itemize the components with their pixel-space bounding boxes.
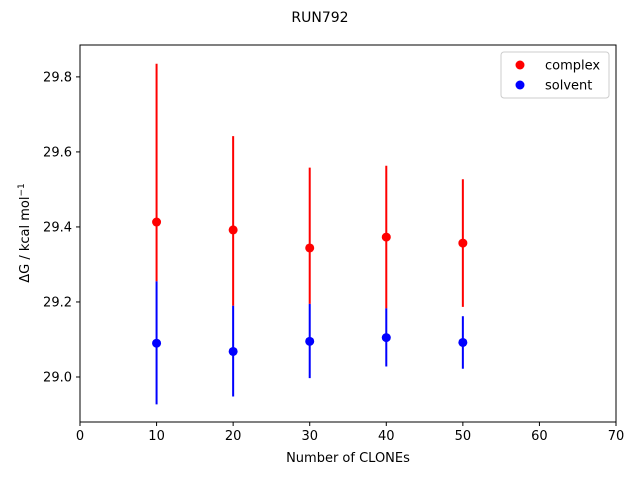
x-tick-label: 60 — [531, 429, 548, 444]
axes: 0 10 20 30 40 50 60 70 29.0 29.2 29.4 29.6 29.8 — [43, 44, 625, 444]
legend-label-solvent: solvent — [545, 79, 592, 94]
y-axis-label-superscript: −1 — [17, 183, 27, 196]
x-tick-label: 20 — [225, 429, 242, 444]
y-axis-label: ΔG / kcal mol−1 — [17, 183, 33, 283]
y-tick-label: 29.8 — [43, 70, 72, 85]
x-axis-label: Number of CLONEs — [286, 451, 410, 466]
axes-frame — [79, 44, 617, 423]
x-tick-label: 30 — [301, 429, 318, 444]
solvent-point — [381, 333, 391, 343]
solvent-point — [458, 337, 468, 347]
y-tick-label: 29.4 — [43, 220, 72, 235]
complex-point — [152, 217, 162, 227]
x-tick-label: 10 — [148, 429, 165, 444]
complex-point — [381, 232, 391, 242]
y-tick-label: 29.6 — [43, 145, 72, 160]
chart-title: RUN792 — [291, 10, 348, 26]
solvent-point — [305, 336, 315, 346]
legend-marker-solvent — [515, 80, 525, 90]
x-tick-label: 40 — [378, 429, 395, 444]
x-tick-label: 0 — [76, 429, 84, 444]
plot-area — [152, 63, 468, 405]
y-tick-label: 29.2 — [43, 295, 72, 310]
legend-label-complex: complex — [545, 59, 600, 74]
x-tick-label: 70 — [608, 429, 625, 444]
legend: complex solvent — [500, 51, 610, 99]
legend-marker-complex — [515, 60, 525, 70]
complex-point — [305, 243, 315, 253]
complex-point — [458, 238, 468, 248]
complex-point — [228, 225, 238, 235]
y-axis-label-main: ΔG / kcal mol — [18, 197, 33, 283]
x-tick-label: 50 — [455, 429, 472, 444]
y-tick-label: 29.0 — [43, 370, 72, 385]
legend-box — [500, 51, 610, 99]
solvent-point — [228, 346, 238, 356]
solvent-point — [152, 338, 162, 348]
